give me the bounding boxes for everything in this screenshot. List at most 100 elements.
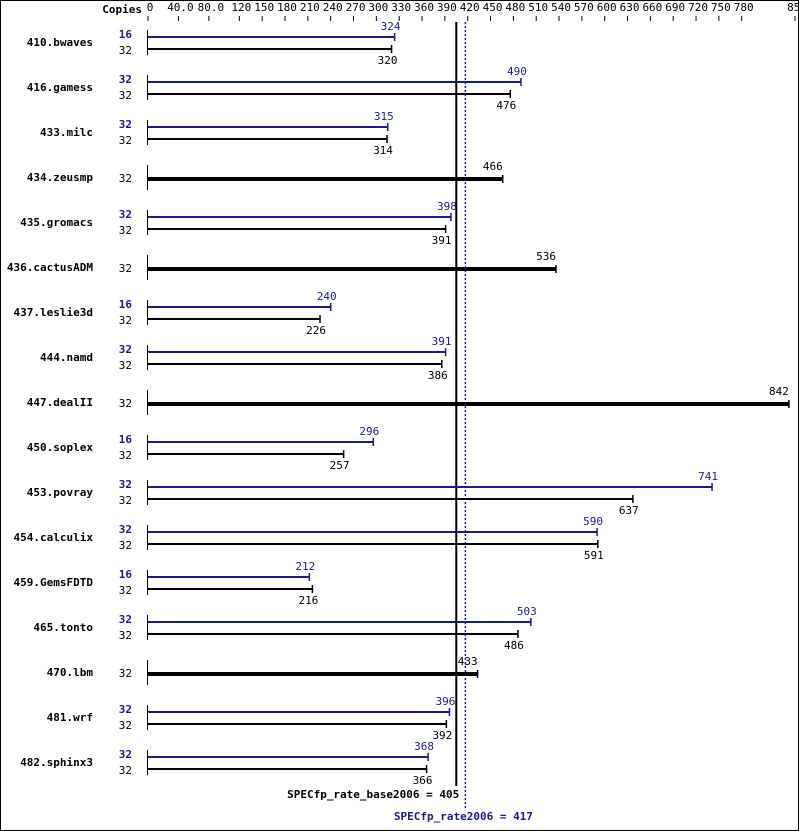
base-copies: 32 [119, 172, 132, 185]
x-tick-label: 240 [323, 1, 343, 14]
x-tick-label: 690 [665, 1, 685, 14]
x-tick-label: 210 [300, 1, 320, 14]
x-tick-label: 40.0 [167, 1, 194, 14]
x-tick-label: 270 [346, 1, 366, 14]
base-value-label: 366 [413, 774, 433, 787]
base-copies: 32 [119, 44, 132, 57]
base-value-label: 391 [432, 234, 452, 247]
base-copies: 32 [119, 359, 132, 372]
x-tick-label: 420 [460, 1, 480, 14]
peak-value-label: 398 [437, 200, 457, 213]
base-copies: 32 [119, 629, 132, 642]
base-copies: 32 [119, 89, 132, 102]
base-copies: 32 [119, 764, 132, 777]
base-value-label: 257 [330, 459, 350, 472]
benchmark-label: 481.wrf [47, 711, 93, 724]
peak-value-label: 490 [507, 65, 527, 78]
x-tick-label: 300 [368, 1, 388, 14]
peak-copies: 16 [119, 298, 133, 311]
benchmark-label: 459.GemsFDTD [14, 576, 94, 589]
peak-copies: 32 [119, 703, 132, 716]
benchmark-label: 435.gromacs [20, 216, 93, 229]
peak-value-label: 315 [374, 110, 394, 123]
peak-copies: 16 [119, 568, 133, 581]
benchmark-label: 453.povray [27, 486, 94, 499]
peak-value-label: 368 [414, 740, 434, 753]
base-value-label: 392 [432, 729, 452, 742]
peak-reference-label: SPECfp_rate2006 = 417 [394, 810, 533, 823]
benchmark-label: 433.milc [40, 126, 93, 139]
x-tick-label: 450 [483, 1, 503, 14]
base-copies: 32 [119, 449, 132, 462]
base-copies: 32 [119, 719, 132, 732]
base-value-label: 433 [458, 655, 478, 668]
x-tick-label: 150 [254, 1, 274, 14]
peak-value-label: 396 [435, 695, 455, 708]
base-value-label: 216 [298, 594, 318, 607]
x-tick-label: 360 [414, 1, 434, 14]
base-value-label: 637 [619, 504, 639, 517]
peak-value-label: 240 [317, 290, 337, 303]
benchmark-label: 437.leslie3d [14, 306, 93, 319]
benchmark-label: 436.cactusADM [7, 261, 93, 274]
benchmark-label: 444.namd [40, 351, 93, 364]
peak-value-label: 296 [359, 425, 379, 438]
x-tick-label: 120 [231, 1, 251, 14]
base-value-label: 591 [584, 549, 604, 562]
peak-copies: 32 [119, 343, 132, 356]
benchmark-label: 482.sphinx3 [20, 756, 93, 769]
base-value-label: 842 [769, 385, 789, 398]
base-value-label: 476 [496, 99, 516, 112]
benchmark-label: 450.soplex [27, 441, 94, 454]
x-tick-label: 780 [734, 1, 754, 14]
base-reference-label: SPECfp_rate_base2006 = 405 [287, 788, 459, 801]
base-copies: 32 [119, 584, 132, 597]
peak-value-label: 590 [583, 515, 603, 528]
peak-copies: 16 [119, 433, 133, 446]
base-value-label: 536 [536, 250, 556, 263]
x-tick-label: 80.0 [198, 1, 225, 14]
benchmark-label: 465.tonto [33, 621, 93, 634]
x-tick-label: 510 [528, 1, 548, 14]
base-value-label: 386 [428, 369, 448, 382]
base-copies: 32 [119, 134, 132, 147]
peak-copies: 32 [119, 613, 132, 626]
benchmark-label: 416.gamess [27, 81, 93, 94]
benchmark-label: 410.bwaves [27, 36, 93, 49]
peak-copies: 16 [119, 28, 133, 41]
base-value-label: 486 [504, 639, 524, 652]
peak-copies: 32 [119, 523, 132, 536]
x-tick-label: 390 [437, 1, 457, 14]
x-tick-label: 570 [574, 1, 594, 14]
base-value-label: 314 [373, 144, 393, 157]
x-tick-label: 0 [147, 1, 154, 14]
base-copies: 32 [119, 494, 132, 507]
benchmark-label: 454.calculix [14, 531, 94, 544]
base-copies: 32 [119, 262, 132, 275]
peak-value-label: 212 [295, 560, 315, 573]
peak-copies: 32 [119, 73, 132, 86]
peak-value-label: 391 [432, 335, 452, 348]
base-value-label: 466 [483, 160, 503, 173]
peak-value-label: 503 [517, 605, 537, 618]
x-tick-label: 600 [597, 1, 617, 14]
x-tick-label: 660 [642, 1, 662, 14]
base-value-label: 320 [378, 54, 398, 67]
benchmark-label: 434.zeusmp [27, 171, 94, 184]
copies-header: Copies [102, 3, 142, 16]
peak-copies: 32 [119, 478, 132, 491]
base-copies: 32 [119, 539, 132, 552]
x-tick-label: 630 [620, 1, 640, 14]
x-tick-label: 180 [277, 1, 297, 14]
x-tick-label: 480 [505, 1, 525, 14]
x-tick-label: 750 [711, 1, 731, 14]
peak-copies: 32 [119, 208, 132, 221]
x-tick-label: 330 [391, 1, 411, 14]
x-tick-label: 850 [787, 1, 799, 14]
peak-value-label: 324 [381, 20, 401, 33]
base-copies: 32 [119, 314, 132, 327]
base-copies: 32 [119, 224, 132, 237]
peak-copies: 32 [119, 118, 132, 131]
peak-copies: 32 [119, 748, 132, 761]
x-tick-label: 540 [551, 1, 571, 14]
